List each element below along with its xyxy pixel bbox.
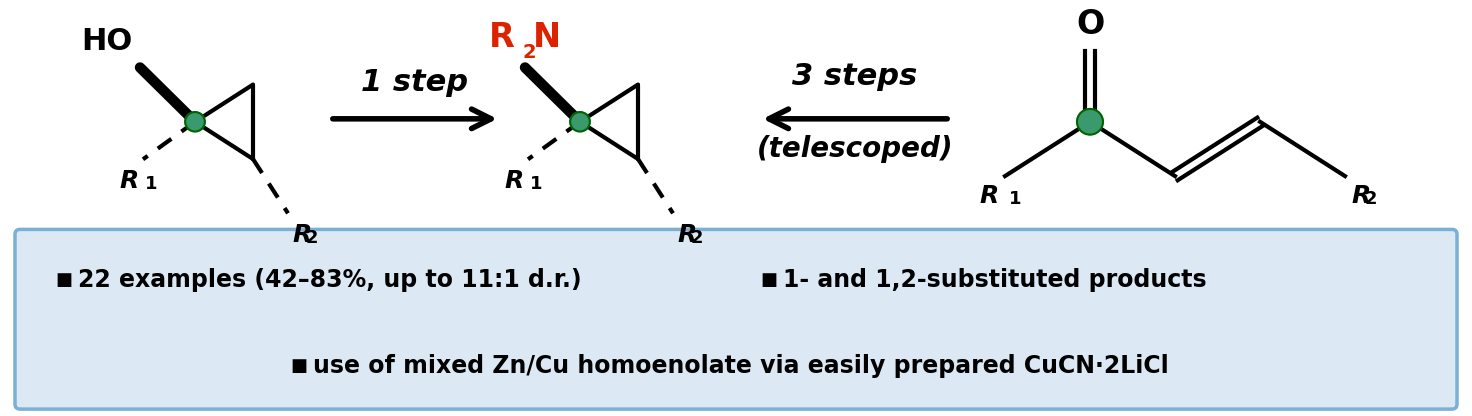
Text: HO: HO xyxy=(81,27,132,56)
Text: 22 examples (42–83%, up to 11:1 d.r.): 22 examples (42–83%, up to 11:1 d.r.) xyxy=(78,268,581,292)
Text: N: N xyxy=(533,21,561,54)
Text: ■: ■ xyxy=(290,357,308,375)
Text: 2: 2 xyxy=(306,229,318,247)
Text: 1: 1 xyxy=(1008,190,1022,208)
Text: R: R xyxy=(505,169,524,193)
Text: 1- and 1,2-substituted products: 1- and 1,2-substituted products xyxy=(783,268,1207,292)
Circle shape xyxy=(570,112,590,131)
Text: 2: 2 xyxy=(1365,190,1378,208)
Text: 2: 2 xyxy=(523,42,537,62)
Text: use of mixed Zn/Cu homoenolate via easily prepared CuCN·2LiCl: use of mixed Zn/Cu homoenolate via easil… xyxy=(314,354,1169,378)
Circle shape xyxy=(185,112,205,131)
Text: 3 steps: 3 steps xyxy=(792,62,917,91)
Text: R: R xyxy=(677,223,696,247)
Text: 1 step: 1 step xyxy=(362,68,468,97)
Text: O: O xyxy=(1076,8,1104,41)
Text: R: R xyxy=(980,184,999,208)
FancyBboxPatch shape xyxy=(15,229,1457,409)
Text: R: R xyxy=(489,21,515,54)
Text: (telescoped): (telescoped) xyxy=(757,135,954,163)
Text: ■: ■ xyxy=(760,271,777,289)
Text: 1: 1 xyxy=(146,175,158,193)
Text: 2: 2 xyxy=(690,229,704,247)
Text: R: R xyxy=(119,169,138,193)
Text: ■: ■ xyxy=(54,271,72,289)
Text: R: R xyxy=(291,223,311,247)
Text: R: R xyxy=(1351,184,1370,208)
Text: 1: 1 xyxy=(530,175,543,193)
Circle shape xyxy=(1078,109,1103,135)
